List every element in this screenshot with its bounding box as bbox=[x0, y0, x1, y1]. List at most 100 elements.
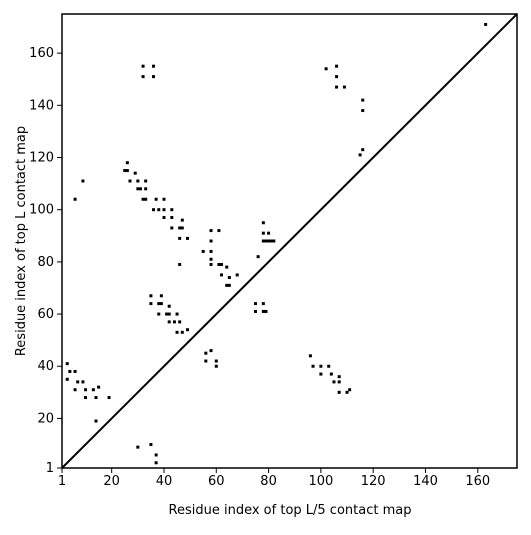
x-tick-label: 20 bbox=[103, 474, 120, 489]
point bbox=[337, 375, 341, 379]
point bbox=[178, 236, 182, 240]
point bbox=[220, 262, 224, 266]
point bbox=[133, 171, 137, 175]
y-tick-label: 160 bbox=[29, 46, 54, 61]
point bbox=[165, 312, 169, 316]
point bbox=[178, 226, 182, 230]
x-tick-label: 80 bbox=[260, 474, 277, 489]
x-tick-label: 40 bbox=[156, 474, 173, 489]
point bbox=[209, 262, 213, 266]
point bbox=[319, 372, 323, 376]
point bbox=[209, 249, 213, 253]
x-tick-label: 160 bbox=[465, 474, 490, 489]
y-tick-label: 1 bbox=[46, 461, 54, 476]
point bbox=[311, 364, 315, 368]
point bbox=[261, 309, 265, 313]
point bbox=[149, 294, 153, 298]
point bbox=[68, 369, 72, 373]
point bbox=[261, 239, 265, 243]
point bbox=[144, 197, 148, 201]
point bbox=[125, 161, 129, 165]
point bbox=[159, 294, 163, 298]
point bbox=[138, 187, 142, 191]
point bbox=[144, 179, 148, 183]
point bbox=[335, 85, 339, 89]
x-tick-label: 120 bbox=[361, 474, 386, 489]
x-axis-label: Residue index of top L/5 contact map bbox=[169, 503, 412, 518]
point bbox=[141, 197, 145, 201]
point bbox=[201, 249, 205, 253]
point bbox=[97, 385, 101, 389]
point bbox=[136, 187, 140, 191]
point bbox=[348, 388, 352, 392]
point bbox=[217, 262, 221, 266]
point bbox=[204, 351, 208, 355]
point bbox=[217, 229, 221, 233]
point bbox=[170, 226, 174, 230]
point bbox=[76, 380, 80, 384]
point bbox=[329, 372, 333, 376]
point bbox=[225, 283, 229, 287]
point bbox=[125, 169, 129, 173]
point bbox=[209, 239, 213, 243]
point bbox=[261, 302, 265, 306]
point bbox=[81, 179, 85, 183]
point bbox=[81, 380, 85, 384]
point bbox=[94, 419, 98, 423]
y-axis-label: Residue index of top L contact map bbox=[14, 126, 29, 356]
plot-frame bbox=[61, 13, 518, 469]
point bbox=[180, 226, 184, 230]
point bbox=[269, 239, 273, 243]
point bbox=[261, 231, 265, 235]
point bbox=[335, 64, 339, 68]
point bbox=[209, 229, 213, 233]
point bbox=[136, 445, 140, 449]
point bbox=[261, 221, 265, 225]
y-tick-label: 100 bbox=[29, 203, 54, 218]
point bbox=[327, 364, 331, 368]
point bbox=[157, 302, 161, 306]
point bbox=[220, 273, 224, 277]
point bbox=[254, 302, 258, 306]
y-tick-label: 120 bbox=[29, 151, 54, 166]
point bbox=[264, 309, 268, 313]
diagonal bbox=[61, 13, 518, 469]
point bbox=[186, 328, 190, 332]
point bbox=[154, 453, 158, 457]
point bbox=[267, 239, 271, 243]
x-tick-label: 140 bbox=[413, 474, 438, 489]
y-tick-label: 80 bbox=[37, 255, 54, 270]
point bbox=[84, 388, 88, 392]
point bbox=[123, 169, 127, 173]
point bbox=[337, 380, 341, 384]
y-tick-label: 60 bbox=[37, 307, 54, 322]
point bbox=[141, 64, 145, 68]
point bbox=[337, 390, 341, 394]
point bbox=[159, 302, 163, 306]
point bbox=[214, 364, 218, 368]
point bbox=[361, 148, 365, 152]
point bbox=[214, 359, 218, 363]
point bbox=[152, 208, 156, 212]
point bbox=[91, 388, 95, 392]
point bbox=[170, 208, 174, 212]
point bbox=[172, 320, 176, 324]
point bbox=[178, 262, 182, 266]
x-tick-label: 100 bbox=[308, 474, 333, 489]
point bbox=[235, 273, 239, 277]
point bbox=[484, 22, 488, 26]
point bbox=[272, 239, 276, 243]
point bbox=[170, 216, 174, 220]
point bbox=[358, 153, 362, 157]
y-tick-label: 20 bbox=[37, 411, 54, 426]
point bbox=[254, 309, 258, 313]
point bbox=[162, 216, 166, 220]
point bbox=[225, 265, 229, 269]
point bbox=[319, 364, 323, 368]
point bbox=[73, 369, 77, 373]
point bbox=[324, 67, 328, 71]
point bbox=[157, 208, 161, 212]
point bbox=[335, 75, 339, 79]
point bbox=[175, 312, 179, 316]
